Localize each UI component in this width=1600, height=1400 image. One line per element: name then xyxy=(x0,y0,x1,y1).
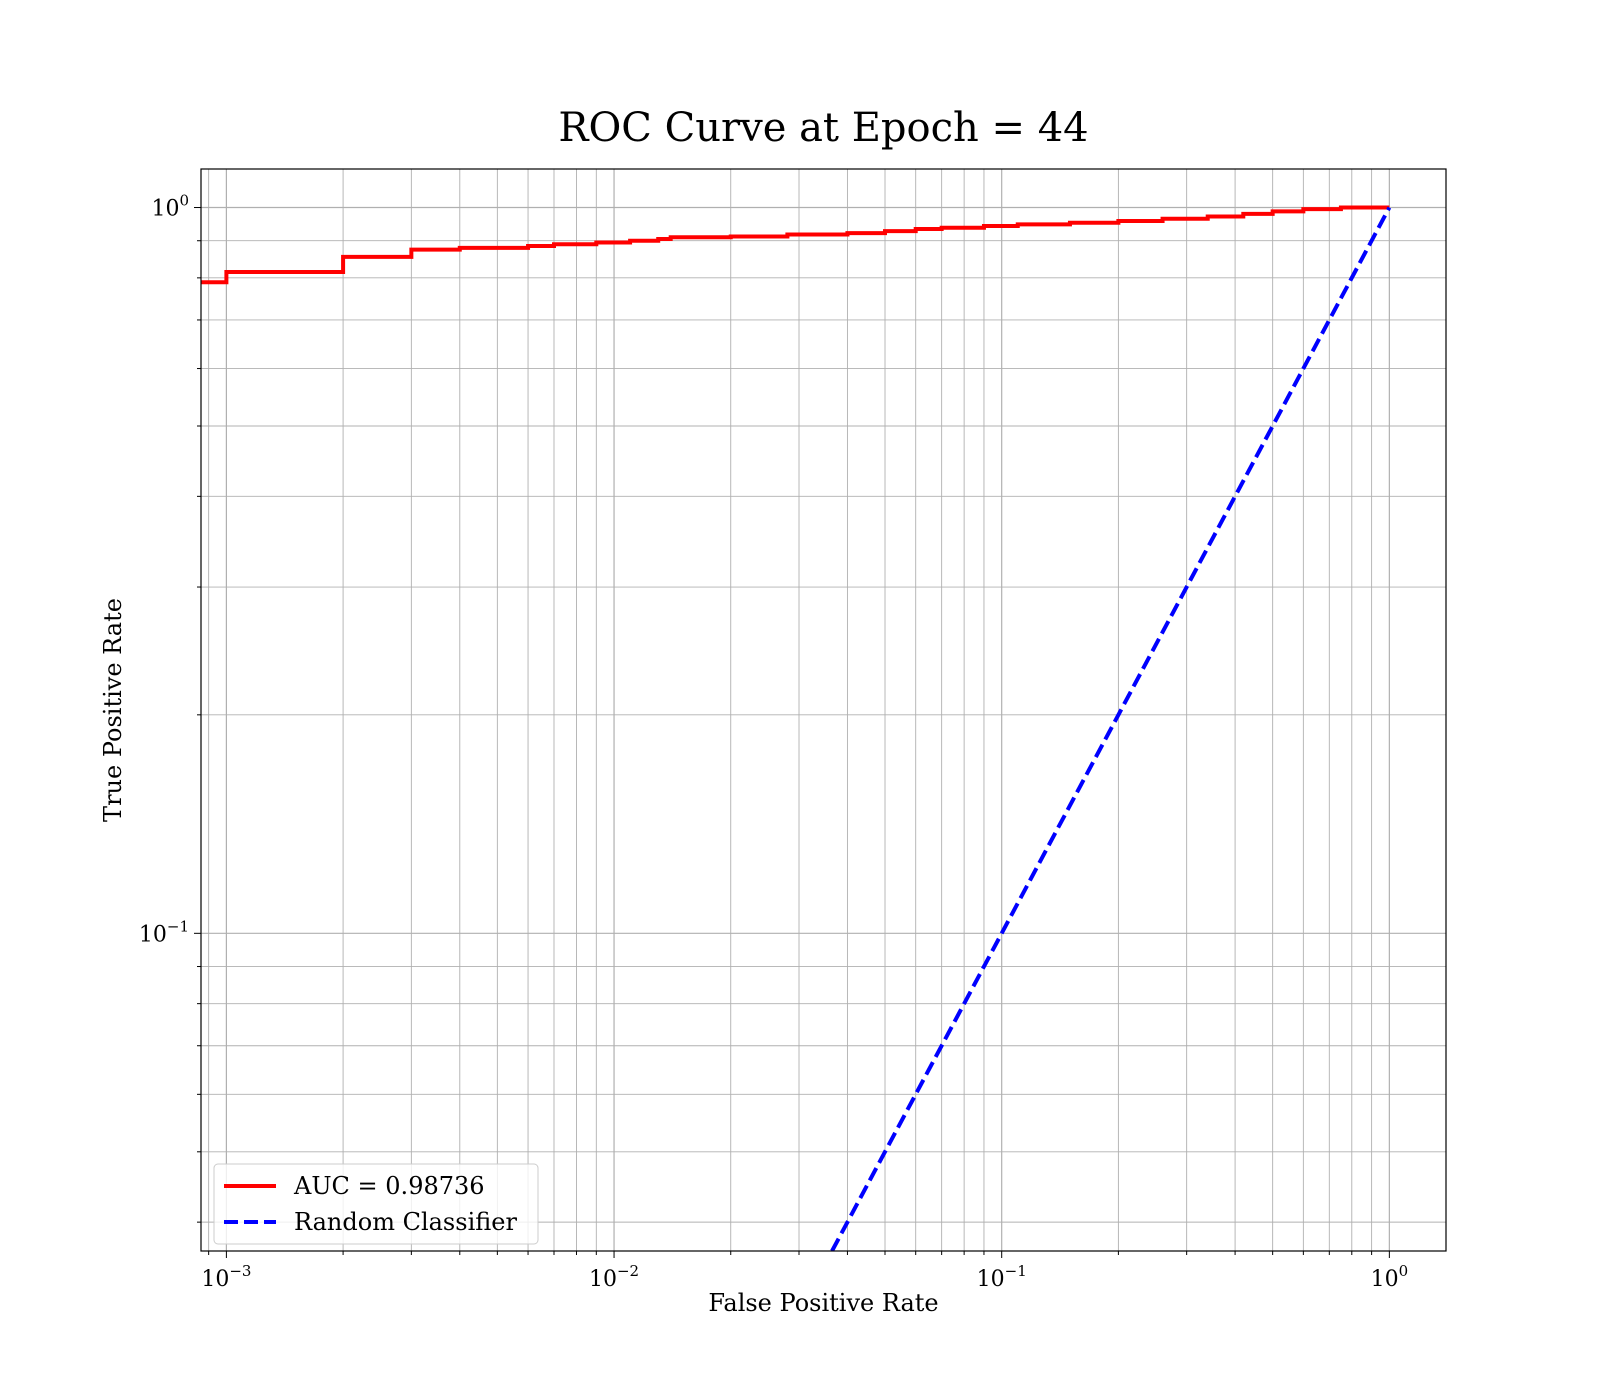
axis-ticks: 10−3 10−2 10−1 100 10−1 100 xyxy=(139,192,1408,1292)
plot-area xyxy=(201,205,1392,1251)
legend: AUC = 0.98736 Random Classifier xyxy=(213,1163,539,1245)
random-classifier-line xyxy=(830,206,1392,1251)
y-tick-label: 100 xyxy=(151,192,189,222)
legend-label-auc: AUC = 0.98736 xyxy=(293,1172,485,1200)
chart-title: ROC Curve at Epoch = 44 xyxy=(558,105,1088,151)
grid-lines xyxy=(201,169,1446,1251)
x-tick-label: 10−3 xyxy=(201,1262,251,1292)
y-tick-label: 10−1 xyxy=(139,917,189,947)
x-axis-label: False Positive Rate xyxy=(708,1289,938,1317)
y-axis-label: True Positive Rate xyxy=(99,598,127,822)
x-tick-label: 10−1 xyxy=(977,1262,1027,1292)
legend-box xyxy=(213,1163,539,1245)
x-tick-label: 10−2 xyxy=(589,1262,639,1292)
plot-frame xyxy=(200,168,1447,1252)
x-tick-label: 100 xyxy=(1371,1262,1409,1292)
roc-curve-line xyxy=(201,205,1390,285)
legend-label-random: Random Classifier xyxy=(294,1208,517,1236)
